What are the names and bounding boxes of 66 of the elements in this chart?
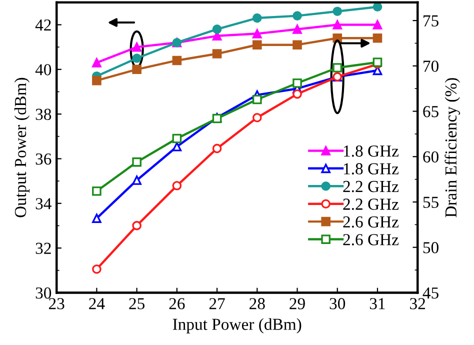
point bbox=[132, 157, 142, 167]
y-tick-label: 38 bbox=[36, 108, 52, 120]
point bbox=[132, 54, 142, 63]
x-tick-label: 30 bbox=[330, 298, 346, 310]
legend-label: 2.2 GHz bbox=[343, 180, 399, 192]
point bbox=[92, 214, 102, 223]
point bbox=[292, 89, 302, 99]
point bbox=[92, 264, 102, 274]
y2-tick-label: 50 bbox=[423, 242, 438, 254]
point bbox=[92, 186, 102, 196]
y-tick-label: 32 bbox=[36, 242, 51, 254]
x-tick-label: 28 bbox=[250, 298, 265, 310]
point bbox=[332, 63, 342, 72]
point bbox=[92, 76, 102, 86]
y-tick-label: 40 bbox=[35, 64, 52, 76]
y-tick-label: 34 bbox=[36, 198, 52, 210]
y-tick-label: 36 bbox=[36, 153, 52, 165]
legend-label: 1.8 GHz bbox=[344, 163, 399, 174]
y2-tick-label: 60 bbox=[423, 151, 438, 163]
point bbox=[212, 49, 222, 58]
point bbox=[132, 64, 142, 74]
x-tick-label: 26 bbox=[169, 298, 185, 310]
x-tick-label: 24 bbox=[89, 298, 105, 310]
legend-label: 2.2 GHz bbox=[343, 198, 399, 210]
point bbox=[252, 112, 262, 122]
x-tick-label: 31 bbox=[370, 298, 385, 310]
point bbox=[252, 29, 262, 38]
point bbox=[292, 40, 302, 50]
point bbox=[332, 6, 342, 16]
legend-label: 2.6 GHz bbox=[343, 234, 399, 246]
y2-tick-label: 70 bbox=[424, 60, 438, 72]
y2-tick-label: 65 bbox=[423, 106, 438, 118]
point bbox=[292, 78, 302, 88]
point bbox=[172, 134, 182, 144]
point bbox=[372, 2, 382, 12]
x-axis-title: Input Power (dBm) bbox=[172, 318, 302, 334]
legend-label: 2.6 GHz bbox=[343, 216, 399, 228]
point bbox=[212, 144, 222, 154]
y2-axis-title: Drain Efficiency (%) bbox=[444, 78, 460, 218]
x-tick-label: 27 bbox=[209, 298, 225, 310]
y2-tick-label: 45 bbox=[422, 288, 438, 299]
y2-tick-label: 55 bbox=[423, 196, 438, 208]
point bbox=[212, 24, 222, 34]
point bbox=[132, 176, 142, 185]
point bbox=[372, 33, 382, 43]
point bbox=[172, 142, 182, 152]
point bbox=[252, 40, 262, 50]
point bbox=[252, 13, 262, 23]
point bbox=[292, 24, 302, 34]
x-tick-label: 32 bbox=[410, 298, 426, 310]
y-tick-label: 30 bbox=[36, 287, 52, 299]
point bbox=[172, 56, 182, 66]
legend-label: 1.8 GHz bbox=[344, 145, 399, 157]
x-tick-label: 29 bbox=[290, 298, 305, 310]
point bbox=[252, 94, 262, 104]
point bbox=[332, 20, 342, 30]
point bbox=[372, 20, 382, 30]
point bbox=[132, 220, 142, 230]
y-tick-label: 42 bbox=[35, 19, 51, 31]
point bbox=[292, 11, 302, 20]
y2-tick-label: 75 bbox=[424, 15, 438, 27]
x-tick-label: 25 bbox=[129, 298, 144, 310]
y-axis-title: Output Power (dBm) bbox=[14, 78, 30, 218]
point bbox=[92, 58, 102, 68]
point bbox=[172, 181, 182, 190]
x-tick-label: 23 bbox=[48, 298, 64, 310]
